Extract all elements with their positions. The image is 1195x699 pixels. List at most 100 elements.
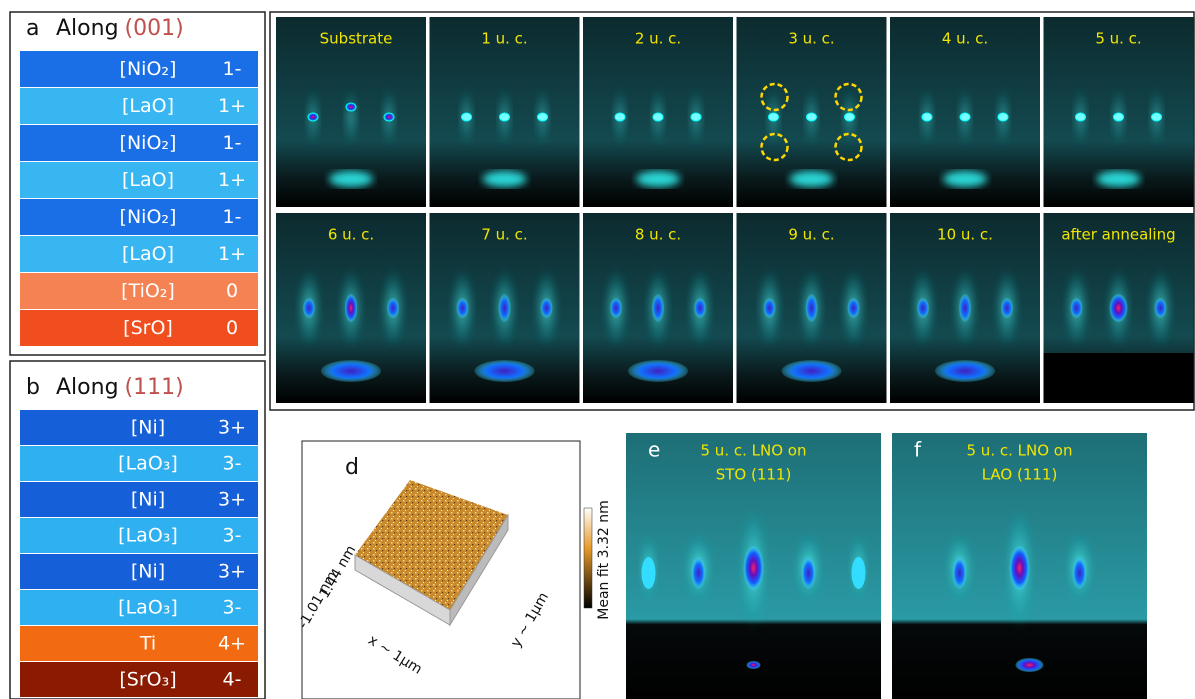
spot xyxy=(764,298,776,318)
layer-charge: 1+ xyxy=(218,243,246,265)
layer-formula: [SrO] xyxy=(123,317,173,339)
spot xyxy=(653,113,663,121)
spot xyxy=(1010,546,1030,590)
layer-charge: 4+ xyxy=(218,633,246,655)
frame-label: 6 u. c. xyxy=(328,226,374,244)
spot xyxy=(959,294,971,322)
layer-formula: [LaO] xyxy=(122,95,174,117)
frame-label: 2 u. c. xyxy=(635,30,681,48)
title-text: Along xyxy=(56,375,119,400)
spot xyxy=(346,103,356,111)
frame-label: 4 u. c. xyxy=(942,30,988,48)
spot xyxy=(384,113,394,121)
spot xyxy=(541,298,553,318)
spot xyxy=(1152,113,1162,121)
caption: 5 u. c. LNO on xyxy=(967,442,1073,460)
layer-charge: 4- xyxy=(223,669,242,691)
layer-charge: 3+ xyxy=(218,417,246,439)
layer-formula: [Ni] xyxy=(131,561,165,583)
spot xyxy=(345,294,357,322)
caption: 5 u. c. LNO on xyxy=(701,442,807,460)
shadow xyxy=(1044,353,1194,403)
spot xyxy=(960,113,970,121)
specular xyxy=(935,360,995,382)
frame-label: after annealing xyxy=(1061,226,1175,244)
panel-letter: b xyxy=(26,375,40,400)
spot xyxy=(848,298,860,318)
spot xyxy=(917,298,929,318)
layer-formula: [SrO₃] xyxy=(119,669,176,691)
spot xyxy=(807,113,817,121)
panel-letter: d xyxy=(345,455,359,480)
spot xyxy=(1071,298,1083,318)
frame-label: 9 u. c. xyxy=(788,226,834,244)
panel-letter: e xyxy=(648,438,660,462)
layer-charge: 1- xyxy=(223,58,242,80)
title-direction: (111) xyxy=(125,375,184,400)
panel-letter: a xyxy=(26,16,39,41)
layer-charge: 3+ xyxy=(218,561,246,583)
specular xyxy=(475,360,535,382)
spot xyxy=(499,294,511,322)
frame-label: Substrate xyxy=(320,30,393,48)
spot xyxy=(610,298,622,318)
frame-label: 5 u. c. xyxy=(1095,30,1141,48)
caption: STO (111) xyxy=(716,466,792,484)
specular xyxy=(483,171,527,187)
specular xyxy=(1097,171,1141,187)
spot xyxy=(922,113,932,121)
spot xyxy=(692,557,706,589)
streak xyxy=(344,87,358,147)
specular xyxy=(943,171,987,187)
spot xyxy=(845,113,855,121)
spot xyxy=(1155,298,1167,318)
caption: LAO (111) xyxy=(982,466,1058,484)
frame-label: 8 u. c. xyxy=(635,226,681,244)
layer-charge: 3- xyxy=(223,525,242,547)
spot xyxy=(303,298,315,318)
spot xyxy=(769,113,779,121)
layer-charge: 1- xyxy=(223,206,242,228)
layer-formula: [LaO₃] xyxy=(118,453,178,475)
frame-label: 7 u. c. xyxy=(481,226,527,244)
panel-letter: f xyxy=(914,438,922,462)
layer-formula: [NiO₂] xyxy=(120,58,177,80)
spot xyxy=(1073,557,1087,589)
spot xyxy=(998,113,1008,121)
layer-charge: 0 xyxy=(226,317,238,339)
frame-label: 3 u. c. xyxy=(788,30,834,48)
colorbar xyxy=(584,508,592,608)
spot xyxy=(615,113,625,121)
specular xyxy=(628,360,688,382)
spot xyxy=(691,113,701,121)
layer-formula: [NiO₂] xyxy=(120,132,177,154)
spot xyxy=(694,298,706,318)
spot xyxy=(652,294,664,322)
layer-formula: Ti xyxy=(139,633,156,655)
layer-formula: [LaO] xyxy=(122,169,174,191)
layer-formula: [LaO₃] xyxy=(118,597,178,619)
spot xyxy=(308,113,318,121)
layer-formula: [Ni] xyxy=(131,489,165,511)
spot xyxy=(457,298,469,318)
spot xyxy=(1114,113,1124,121)
panel-title: Along(111) xyxy=(56,375,184,400)
spot xyxy=(538,113,548,121)
spot xyxy=(1001,298,1013,318)
specular xyxy=(321,360,381,382)
title-text: Along xyxy=(56,16,119,41)
spot xyxy=(744,546,764,590)
layer-formula: [TiO₂] xyxy=(121,280,175,302)
colorbar-label: Mean fit 3.32 nm xyxy=(596,500,612,620)
spot xyxy=(806,294,818,322)
layer-charge: 1- xyxy=(223,132,242,154)
specular xyxy=(747,661,761,669)
specular xyxy=(636,171,680,187)
figure: aAlong(001)[NiO₂]1-[LaO]1+[NiO₂]1-[LaO]1… xyxy=(0,0,1195,699)
spot xyxy=(1076,113,1086,121)
layer-formula: [LaO] xyxy=(122,243,174,265)
layer-charge: 0 xyxy=(226,280,238,302)
frame-label: 1 u. c. xyxy=(481,30,527,48)
spot xyxy=(642,557,656,589)
spot xyxy=(852,557,866,589)
